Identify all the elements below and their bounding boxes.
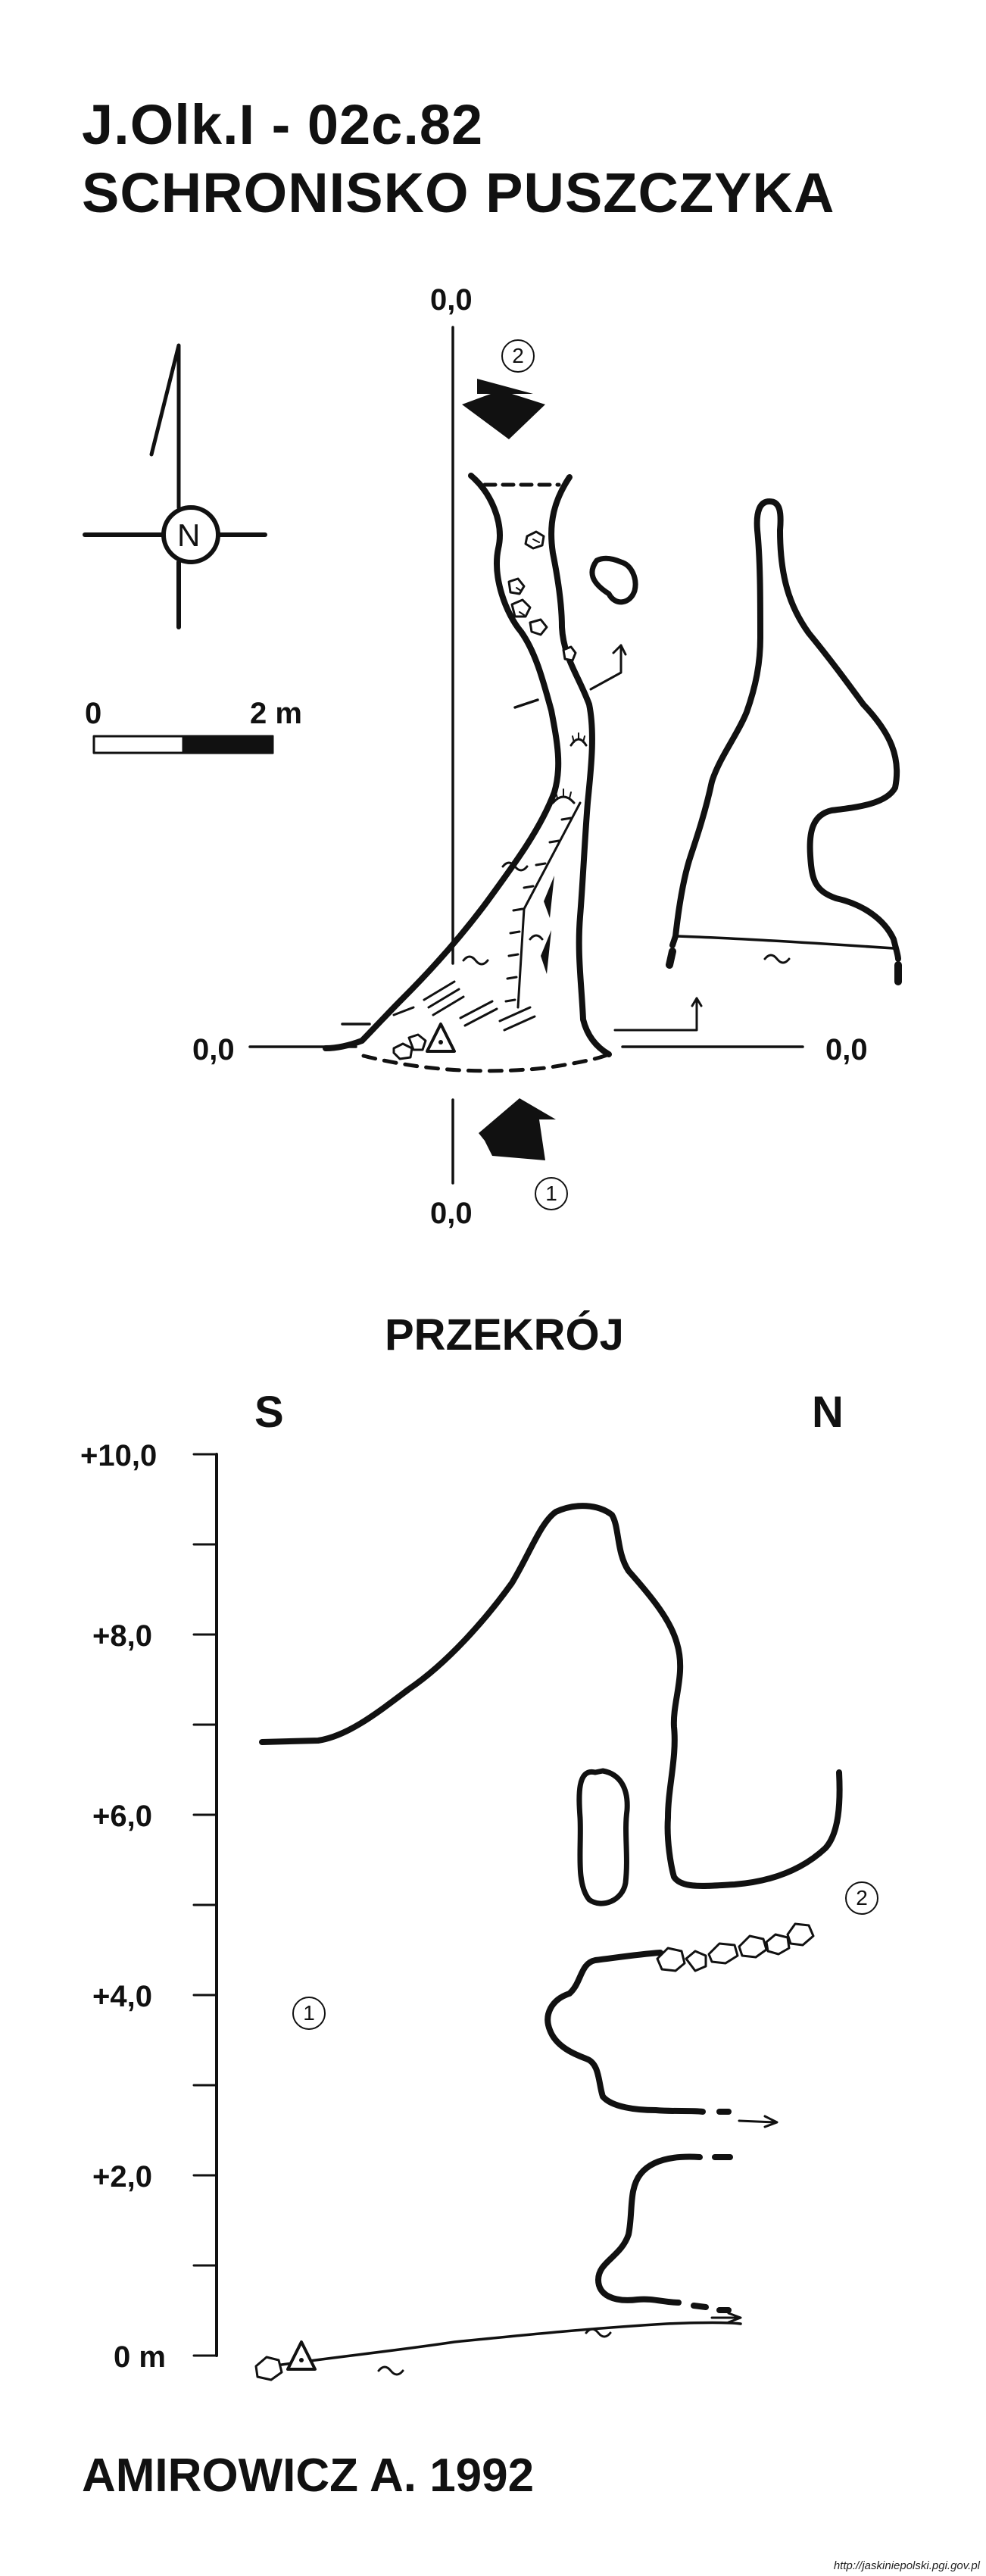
scale-bar bbox=[92, 735, 274, 754]
plan-cave-outline bbox=[323, 473, 902, 1073]
plan-reference-axes bbox=[248, 326, 804, 1185]
section-boulders bbox=[254, 1922, 815, 2381]
plan-zero-right-label: 0,0 bbox=[825, 1033, 868, 1066]
axis-label-6: +6,0 bbox=[92, 1800, 152, 1833]
scale-end-label: 2 m bbox=[250, 697, 302, 730]
axis-label-8: +8,0 bbox=[92, 1619, 152, 1653]
plan-slope-markers bbox=[541, 876, 554, 974]
section-cave-outline bbox=[259, 1503, 843, 2376]
axis-label-10: +10,0 bbox=[80, 1439, 158, 1472]
author-credit: AMIROWICZ A. 1992 bbox=[82, 2450, 535, 2502]
scale-start-label: 0 bbox=[85, 697, 102, 730]
entrance-1-arrow-icon bbox=[479, 1098, 556, 1160]
axis-label-4: +4,0 bbox=[92, 1980, 152, 2013]
cave-code-title: J.Olk.I - 02c.82 bbox=[82, 93, 484, 156]
entrance-2-arrow-icon bbox=[462, 379, 545, 439]
plan-zero-bottom-label: 0,0 bbox=[430, 1197, 473, 1230]
section-entrance-1-marker: 1 bbox=[292, 1997, 326, 2030]
plan-zero-left-label: 0,0 bbox=[192, 1033, 235, 1066]
section-south-label: S bbox=[254, 1388, 284, 1437]
plan-zero-top-label: 0,0 bbox=[430, 283, 473, 317]
survey-datum-icon bbox=[426, 1023, 456, 1053]
section-entrance-2-marker: 2 bbox=[845, 1881, 878, 1915]
north-arrow-icon bbox=[83, 343, 267, 629]
source-url: http://jaskiniepolski.pgi.gov.pl bbox=[833, 2559, 980, 2572]
compass-north-label: N bbox=[177, 517, 201, 553]
section-height-axis bbox=[192, 1453, 218, 2357]
section-north-label: N bbox=[812, 1388, 844, 1437]
section-datum-icon bbox=[286, 2340, 317, 2371]
axis-label-0: 0 m bbox=[114, 2340, 166, 2374]
section-title: PRZEKRÓJ bbox=[385, 1310, 624, 1360]
axis-label-2: +2,0 bbox=[92, 2160, 152, 2194]
cave-name-title: SCHRONISKO PUSZCZYKA bbox=[82, 161, 835, 224]
plan-entrance-1-marker: 1 bbox=[535, 1177, 568, 1210]
plan-entrance-2-marker: 2 bbox=[501, 339, 535, 373]
